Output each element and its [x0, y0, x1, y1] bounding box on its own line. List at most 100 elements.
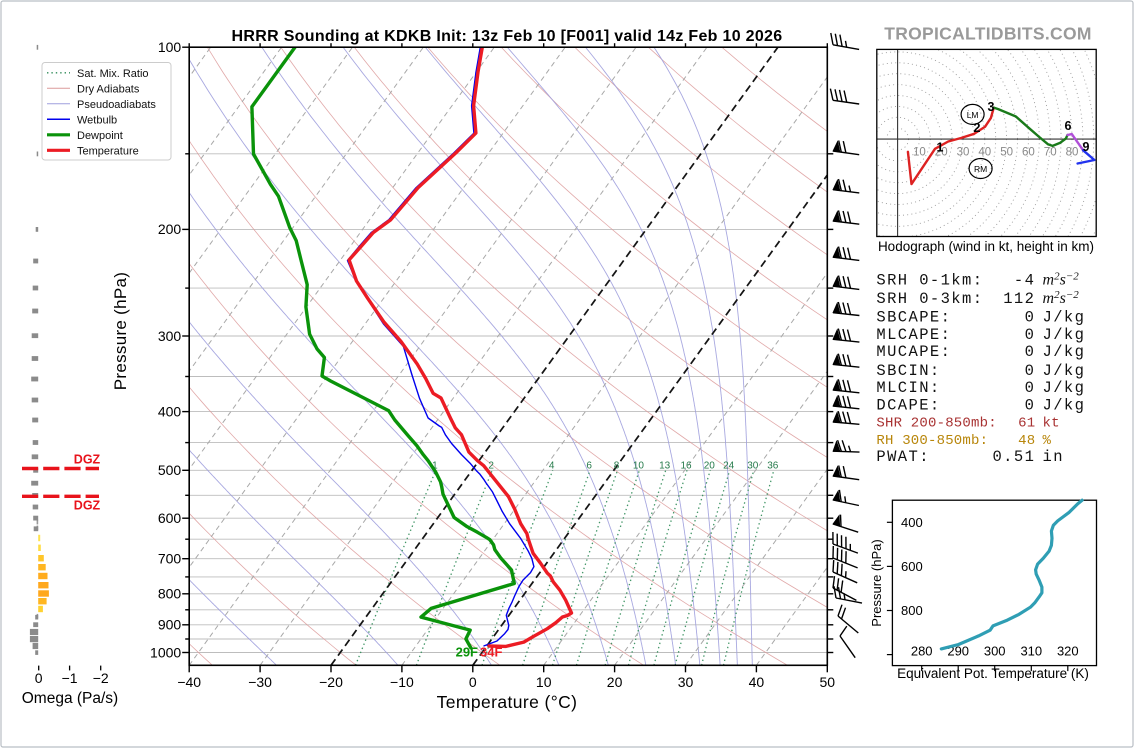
svg-text:310: 310 [1020, 644, 1042, 659]
svg-text:0: 0 [1025, 362, 1036, 380]
svg-text:−30: −30 [248, 674, 272, 690]
svg-text:J/kg: J/kg [1043, 379, 1086, 397]
svg-text:−1: −1 [62, 670, 78, 686]
svg-text:LM: LM [967, 110, 979, 120]
svg-text:MUCAPE:: MUCAPE: [876, 343, 951, 361]
svg-text:0: 0 [1025, 379, 1036, 397]
svg-text:0: 0 [1025, 396, 1036, 414]
svg-text:40: 40 [749, 674, 765, 690]
svg-text:800: 800 [901, 603, 923, 618]
svg-text:10: 10 [536, 674, 552, 690]
svg-text:DGZ: DGZ [74, 453, 101, 467]
svg-text:9: 9 [1083, 140, 1090, 154]
svg-text:30: 30 [678, 674, 694, 690]
svg-text:0: 0 [1025, 343, 1036, 361]
svg-text:2: 2 [488, 460, 494, 471]
svg-text:TROPICALTIDBITS.COM: TROPICALTIDBITS.COM [884, 24, 1092, 44]
svg-text:Omega (Pa/s): Omega (Pa/s) [22, 690, 118, 707]
svg-text:DGZ: DGZ [74, 499, 101, 513]
svg-text:3: 3 [988, 100, 995, 114]
svg-text:200: 200 [158, 221, 182, 237]
svg-text:J/kg: J/kg [1043, 326, 1086, 344]
svg-text:20: 20 [607, 674, 623, 690]
svg-text:J/kg: J/kg [1043, 309, 1086, 327]
svg-text:−2: −2 [93, 670, 109, 686]
svg-text:1000: 1000 [150, 644, 181, 660]
svg-text:61: 61 [1018, 416, 1035, 432]
svg-text:SRH 0-1km:: SRH 0-1km: [876, 271, 983, 289]
svg-text:900: 900 [158, 617, 182, 633]
svg-text:Wetbulb: Wetbulb [77, 114, 117, 126]
svg-text:100: 100 [158, 39, 182, 55]
svg-text:320: 320 [1057, 644, 1079, 659]
svg-text:20: 20 [935, 147, 948, 159]
svg-text:600: 600 [158, 510, 182, 526]
svg-text:Temperature: Temperature [77, 145, 139, 157]
svg-text:%: % [1043, 433, 1052, 449]
svg-text:Equivalent Pot. Temperature (K: Equivalent Pot. Temperature (K) [897, 666, 1089, 681]
svg-text:80: 80 [1066, 147, 1079, 159]
svg-text:J/kg: J/kg [1043, 362, 1086, 380]
svg-text:Temperature (°C): Temperature (°C) [437, 692, 578, 712]
svg-text:30: 30 [747, 460, 759, 471]
svg-text:J/kg: J/kg [1043, 343, 1086, 361]
svg-text:10: 10 [913, 147, 926, 159]
svg-text:800: 800 [158, 586, 182, 602]
svg-text:SBCIN:: SBCIN: [876, 362, 940, 380]
svg-text:Sat. Mix. Ratio: Sat. Mix. Ratio [77, 68, 149, 80]
svg-text:13: 13 [659, 460, 671, 471]
svg-text:kt: kt [1043, 416, 1060, 432]
svg-text:24: 24 [723, 460, 735, 471]
svg-text:1: 1 [432, 460, 438, 471]
svg-text:RH 300-850mb:: RH 300-850mb: [876, 433, 988, 449]
svg-text:Pressure (hPa): Pressure (hPa) [869, 539, 884, 626]
svg-text:30: 30 [957, 147, 970, 159]
svg-text:50: 50 [1000, 147, 1013, 159]
svg-text:60: 60 [1022, 147, 1035, 159]
svg-text:PWAT:: PWAT: [876, 448, 930, 466]
svg-text:MLCAPE:: MLCAPE: [876, 326, 951, 344]
svg-text:MLCIN:: MLCIN: [876, 379, 940, 397]
svg-text:34F: 34F [480, 645, 502, 660]
svg-text:SHR 200-850mb:: SHR 200-850mb: [876, 416, 996, 432]
svg-text:0: 0 [469, 674, 477, 690]
svg-text:29F: 29F [456, 645, 478, 660]
svg-text:Dewpoint: Dewpoint [77, 130, 123, 142]
svg-text:-4: -4 [1014, 271, 1035, 289]
svg-text:8: 8 [614, 460, 620, 471]
svg-text:4: 4 [549, 460, 555, 471]
svg-text:20: 20 [704, 460, 716, 471]
svg-text:6: 6 [586, 460, 592, 471]
svg-text:70: 70 [1044, 147, 1057, 159]
svg-text:0: 0 [1025, 309, 1036, 327]
svg-text:HRRR Sounding at KDKB Init: 13: HRRR Sounding at KDKB Init: 13z Feb 10 [… [232, 28, 783, 45]
svg-text:Pressure (hPa): Pressure (hPa) [111, 272, 130, 391]
svg-text:600: 600 [901, 559, 923, 574]
svg-text:48: 48 [1018, 433, 1035, 449]
svg-text:400: 400 [901, 515, 923, 530]
svg-text:−10: −10 [390, 674, 414, 690]
svg-text:50: 50 [820, 674, 836, 690]
svg-text:in: in [1043, 448, 1064, 466]
svg-text:0: 0 [1025, 326, 1036, 344]
svg-text:1: 1 [937, 141, 944, 155]
svg-text:SBCAPE:: SBCAPE: [876, 309, 951, 327]
svg-text:2: 2 [974, 121, 981, 135]
svg-text:−40: −40 [177, 674, 201, 690]
svg-text:700: 700 [158, 551, 182, 567]
svg-text:400: 400 [158, 403, 182, 419]
svg-text:RM: RM [974, 164, 987, 174]
svg-text:SRH 0-3km:: SRH 0-3km: [876, 290, 983, 308]
svg-text:16: 16 [680, 460, 692, 471]
svg-text:Pseudoadiabats: Pseudoadiabats [77, 99, 156, 111]
svg-text:500: 500 [158, 462, 182, 478]
svg-text:Dry Adiabats: Dry Adiabats [77, 83, 140, 95]
svg-text:10: 10 [633, 460, 645, 471]
svg-text:−20: −20 [319, 674, 343, 690]
svg-text:0.51: 0.51 [992, 448, 1035, 466]
svg-text:300: 300 [984, 644, 1006, 659]
svg-text:0: 0 [35, 670, 43, 686]
svg-text:40: 40 [978, 147, 991, 159]
svg-text:Hodograph (wind in kt, height: Hodograph (wind in kt, height in km) [878, 239, 1094, 254]
svg-text:280: 280 [911, 644, 933, 659]
